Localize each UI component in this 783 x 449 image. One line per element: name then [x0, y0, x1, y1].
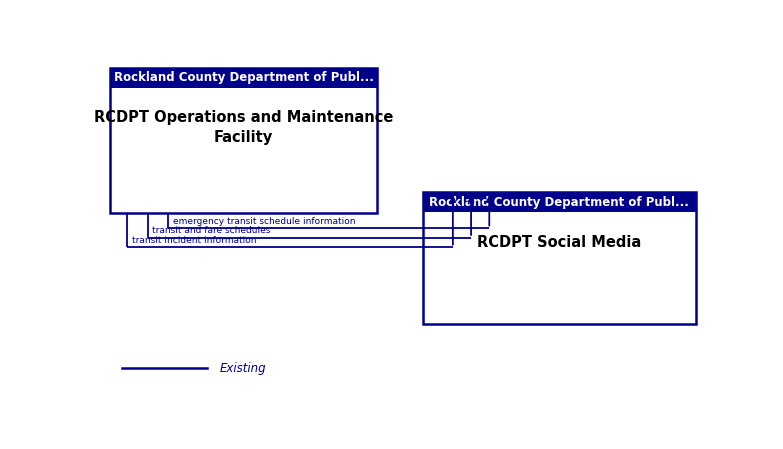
Text: RCDPT Social Media: RCDPT Social Media: [477, 235, 641, 250]
Text: emergency transit schedule information: emergency transit schedule information: [172, 217, 355, 226]
Text: transit and fare schedules: transit and fare schedules: [153, 226, 271, 235]
Text: Rockland County Department of Publ...: Rockland County Department of Publ...: [114, 71, 373, 84]
Text: RCDPT Operations and Maintenance
Facility: RCDPT Operations and Maintenance Facilit…: [94, 110, 393, 145]
Bar: [423, 192, 695, 324]
Text: Rockland County Department of Publ...: Rockland County Department of Publ...: [429, 196, 689, 209]
Bar: [423, 192, 695, 212]
Bar: [110, 68, 377, 213]
Bar: [110, 68, 377, 88]
Text: Existing: Existing: [219, 362, 266, 375]
Text: transit incident information: transit incident information: [132, 236, 256, 245]
